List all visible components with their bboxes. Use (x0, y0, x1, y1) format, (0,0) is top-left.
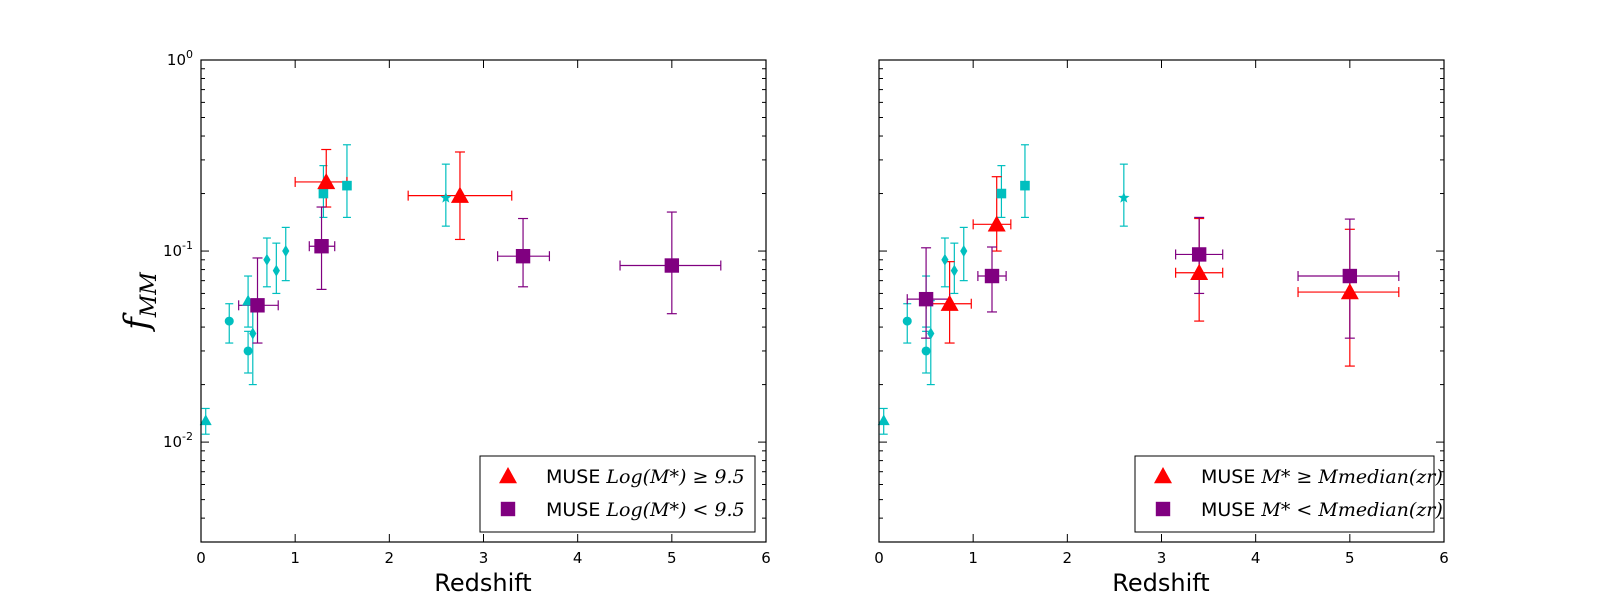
x-tick-label: 2 (385, 549, 395, 567)
muse-square-point (314, 239, 329, 254)
muse-square-point (515, 248, 531, 264)
literature-diamond-point (249, 327, 257, 340)
x-tick-label: 3 (479, 549, 489, 567)
x-tick-label: 1 (968, 549, 978, 567)
right-x-tick-labels: 0 1 2 3 4 5 6 (874, 549, 1449, 567)
legend-triangle-marker (499, 467, 517, 484)
literature-diamond-point (282, 245, 290, 258)
literature-diamond-point (927, 327, 935, 340)
muse-triangle-point (1190, 263, 1209, 280)
x-tick-label: 5 (1345, 549, 1355, 567)
right-errorbars (879, 144, 1400, 435)
x-tick-label: 3 (1157, 549, 1167, 567)
literature-star-point (1118, 191, 1130, 203)
left-y-tick-labels: 100 10-1 10-2 (163, 48, 193, 451)
literature-triangle-point (199, 414, 212, 426)
legend-square-marker (500, 501, 516, 517)
y-tick-label: 10-1 (163, 239, 193, 260)
muse-square-point (984, 268, 1000, 284)
right-ticks (878, 59, 1445, 543)
x-tick-label: 6 (761, 549, 771, 567)
panel-left: 0 1 2 3 4 5 6 100 10-1 10-2 Redshift fMM MUSE Lo… (117, 48, 771, 597)
muse-square-point (1342, 268, 1358, 284)
literature-square-point (318, 188, 329, 199)
literature-square-point (996, 188, 1007, 199)
muse-triangle-point (317, 172, 336, 190)
muse-triangle-point (987, 215, 1006, 232)
right-markers (877, 180, 1359, 426)
literature-square-point (342, 180, 352, 191)
literature-diamond-point (950, 264, 958, 277)
right-legend: MUSE M* ≥ Mmedian(zr) MUSE M* < Mmedian(z… (1134, 455, 1443, 533)
x-tick-label: 2 (1063, 549, 1073, 567)
left-x-tick-labels: 0 1 2 3 4 5 6 (196, 549, 771, 567)
literature-diamond-point (960, 245, 968, 258)
muse-square-point (250, 298, 265, 313)
muse-square-point (664, 258, 680, 273)
left-y-axis-label: fMM (117, 272, 162, 333)
literature-star-point (440, 191, 452, 203)
left-markers (199, 172, 680, 426)
literature-diamond-point (263, 253, 271, 266)
x-tick-label: 0 (196, 549, 206, 567)
literature-diamond-point (941, 253, 949, 266)
left-legend: MUSE Log(M*) ≥ 9.5 MUSE Log(M*) < 9.5 (479, 455, 756, 533)
legend-label: MUSE Log(M*) ≥ 9.5 (546, 466, 745, 488)
legend-label: MUSE M* < Mmedian(zr) (1201, 499, 1443, 521)
muse-square-point (918, 291, 934, 307)
literature-circle-point (921, 346, 931, 356)
legend-square-marker (1155, 501, 1171, 517)
x-tick-label: 5 (667, 549, 677, 567)
y-tick-label: 10-2 (163, 430, 193, 451)
right-legend-box (1134, 455, 1435, 533)
literature-circle-point (224, 316, 234, 326)
literature-diamond-point (272, 264, 280, 277)
y-tick-label: 100 (167, 48, 193, 69)
right-x-axis-label: Redshift (1112, 569, 1209, 597)
left-legend-box (479, 455, 756, 533)
muse-triangle-point (450, 186, 469, 203)
left-x-axis-label: Redshift (434, 569, 531, 597)
literature-circle-point (243, 346, 253, 356)
literature-circle-point (902, 316, 912, 326)
x-tick-label: 6 (1439, 549, 1449, 567)
svg-text:fMM: fMM (117, 272, 162, 333)
x-tick-label: 4 (1251, 549, 1261, 567)
x-tick-label: 1 (290, 549, 300, 567)
muse-square-point (1191, 247, 1207, 262)
legend-label: MUSE Log(M*) < 9.5 (546, 499, 745, 521)
literature-triangle-point (877, 414, 890, 426)
legend-label: MUSE M* ≥ Mmedian(zr) (1201, 466, 1443, 488)
left-errorbars (201, 144, 722, 435)
x-tick-label: 0 (874, 549, 884, 567)
muse-triangle-point (940, 294, 959, 311)
literature-square-point (1020, 180, 1030, 191)
left-ticks (200, 59, 767, 543)
legend-triangle-marker (1154, 467, 1172, 484)
muse-triangle-point (1340, 283, 1359, 300)
x-tick-label: 4 (573, 549, 583, 567)
y-axis-label-sub: MM (137, 272, 162, 319)
